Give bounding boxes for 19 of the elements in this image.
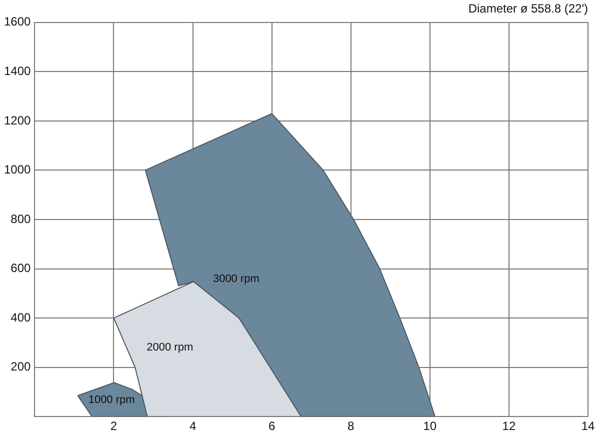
x-tick-label: 14 bbox=[581, 419, 595, 434]
chart-title: Diameter ø 558.8 (22') bbox=[468, 2, 588, 16]
x-tick-label: 4 bbox=[189, 419, 196, 434]
x-tick-label: 12 bbox=[502, 419, 516, 434]
series-label: 2000 rpm bbox=[146, 342, 194, 354]
y-tick-label: 400 bbox=[10, 310, 32, 324]
series-label: 3000 rpm bbox=[212, 272, 260, 285]
y-tick-label: 1000 bbox=[4, 162, 32, 177]
y-tick-label: 1400 bbox=[4, 64, 32, 78]
y-tick-label: 600 bbox=[10, 261, 32, 276]
series-label: 1000 rpm bbox=[88, 394, 135, 406]
y-tick-label: 1200 bbox=[4, 113, 32, 128]
x-tick-label: 2 bbox=[110, 419, 118, 434]
x-tick-label: 10 bbox=[423, 419, 437, 434]
x-tick-label: 8 bbox=[348, 419, 355, 434]
y-tick-label: 1600 bbox=[4, 14, 32, 29]
y-tick-label: 200 bbox=[10, 360, 32, 374]
y-tick-label: 800 bbox=[10, 212, 32, 226]
x-tick-label: 6 bbox=[268, 419, 276, 434]
